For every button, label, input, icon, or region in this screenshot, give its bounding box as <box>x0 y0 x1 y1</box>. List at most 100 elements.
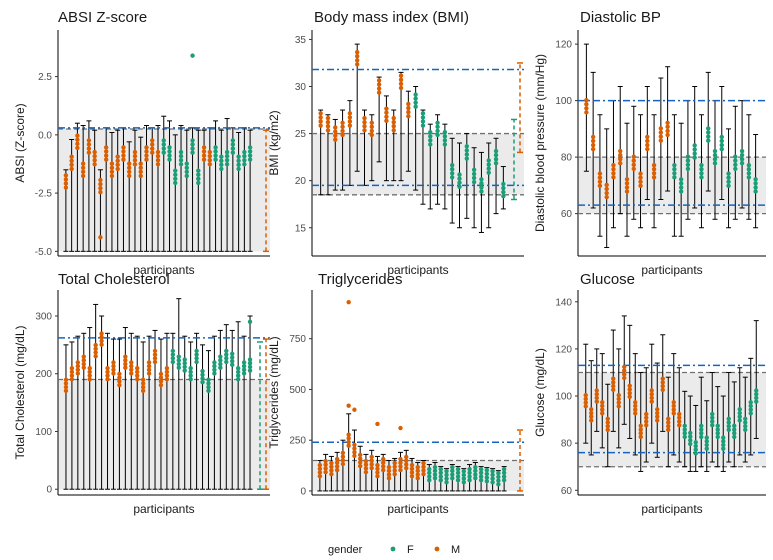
data-point <box>206 377 211 382</box>
data-point <box>638 171 643 176</box>
data-point <box>80 169 86 175</box>
data-point <box>375 473 380 479</box>
outlier-point <box>98 235 103 240</box>
data-point <box>420 119 426 124</box>
data-point <box>340 132 345 138</box>
data-point <box>247 153 253 158</box>
data-point <box>63 185 69 190</box>
data-point <box>127 169 132 175</box>
outlier-point <box>190 53 195 58</box>
data-point <box>196 168 201 173</box>
data-point <box>224 352 229 357</box>
data-point <box>230 362 235 368</box>
data-point <box>135 369 140 375</box>
data-point <box>678 181 684 186</box>
data-point <box>212 371 217 376</box>
data-point <box>117 375 122 380</box>
data-point <box>86 142 92 147</box>
y-tick-label: 15 <box>295 223 307 234</box>
data-point <box>206 381 211 386</box>
data-point <box>98 190 103 195</box>
data-point <box>660 383 665 389</box>
data-point <box>409 462 415 468</box>
data-point <box>398 456 403 462</box>
data-point <box>200 379 205 385</box>
data-point <box>726 183 731 189</box>
data-point <box>682 423 687 429</box>
data-point <box>318 111 323 116</box>
data-point <box>450 476 455 481</box>
data-point <box>658 126 664 131</box>
data-point <box>392 471 397 477</box>
data-point <box>69 158 74 163</box>
data-point <box>81 365 86 370</box>
data-point <box>115 166 120 172</box>
data-point <box>471 179 477 185</box>
data-point <box>75 145 80 151</box>
data-point <box>473 468 478 474</box>
data-point <box>442 129 448 135</box>
data-point <box>103 157 109 162</box>
data-point <box>753 177 758 182</box>
data-point <box>704 435 709 440</box>
panel-4: Total Cholesterol 0 100 200 300 participants T… <box>13 271 270 516</box>
data-point <box>665 120 670 125</box>
data-point <box>473 472 478 477</box>
panel-6: Glucose 60 80 100 120 140 participants Glucose … <box>533 271 766 516</box>
data-point <box>123 365 128 370</box>
data-point <box>340 461 346 467</box>
data-point <box>590 146 596 152</box>
data-point <box>655 414 660 419</box>
data-point <box>129 363 134 369</box>
data-point <box>212 367 217 373</box>
data-point <box>427 474 432 479</box>
y-tick-label: 60 <box>561 209 573 220</box>
data-point <box>207 153 213 159</box>
data-point <box>658 138 664 143</box>
data-point <box>398 467 403 473</box>
data-point <box>432 468 438 474</box>
data-point <box>386 464 392 470</box>
data-point <box>484 471 490 477</box>
data-point <box>111 371 116 376</box>
data-point <box>415 472 420 477</box>
data-point <box>340 454 346 459</box>
data-point <box>611 162 616 168</box>
data-point <box>651 167 657 172</box>
data-point <box>651 171 657 176</box>
data-point <box>241 371 247 376</box>
data-point <box>739 156 745 162</box>
data-point <box>158 371 164 377</box>
data-point <box>81 358 86 363</box>
data-point <box>726 179 731 184</box>
data-point <box>140 384 146 390</box>
data-point <box>241 360 247 365</box>
data-point <box>589 407 594 412</box>
data-point <box>594 391 599 397</box>
data-point <box>704 439 709 444</box>
data-point <box>93 353 98 359</box>
data-point <box>190 138 195 143</box>
data-point <box>655 418 660 423</box>
data-point <box>622 375 627 381</box>
data-point <box>384 118 389 124</box>
data-point <box>473 464 478 470</box>
data-point <box>178 162 184 167</box>
data-point <box>207 149 213 155</box>
y-axis-label: Total Cholesterol (mg/dL) <box>13 325 27 459</box>
data-point <box>392 464 397 469</box>
data-point <box>241 363 247 369</box>
data-point <box>224 149 230 155</box>
data-point <box>748 403 753 409</box>
data-point <box>224 356 229 361</box>
data-point <box>391 119 396 125</box>
data-point <box>135 377 140 382</box>
data-point <box>170 348 176 354</box>
data-point <box>346 443 351 448</box>
data-point <box>754 395 759 401</box>
outlier-point <box>346 299 351 305</box>
reference-band <box>58 379 270 490</box>
data-point <box>754 391 759 397</box>
data-point <box>739 152 745 158</box>
data-point <box>649 391 654 397</box>
